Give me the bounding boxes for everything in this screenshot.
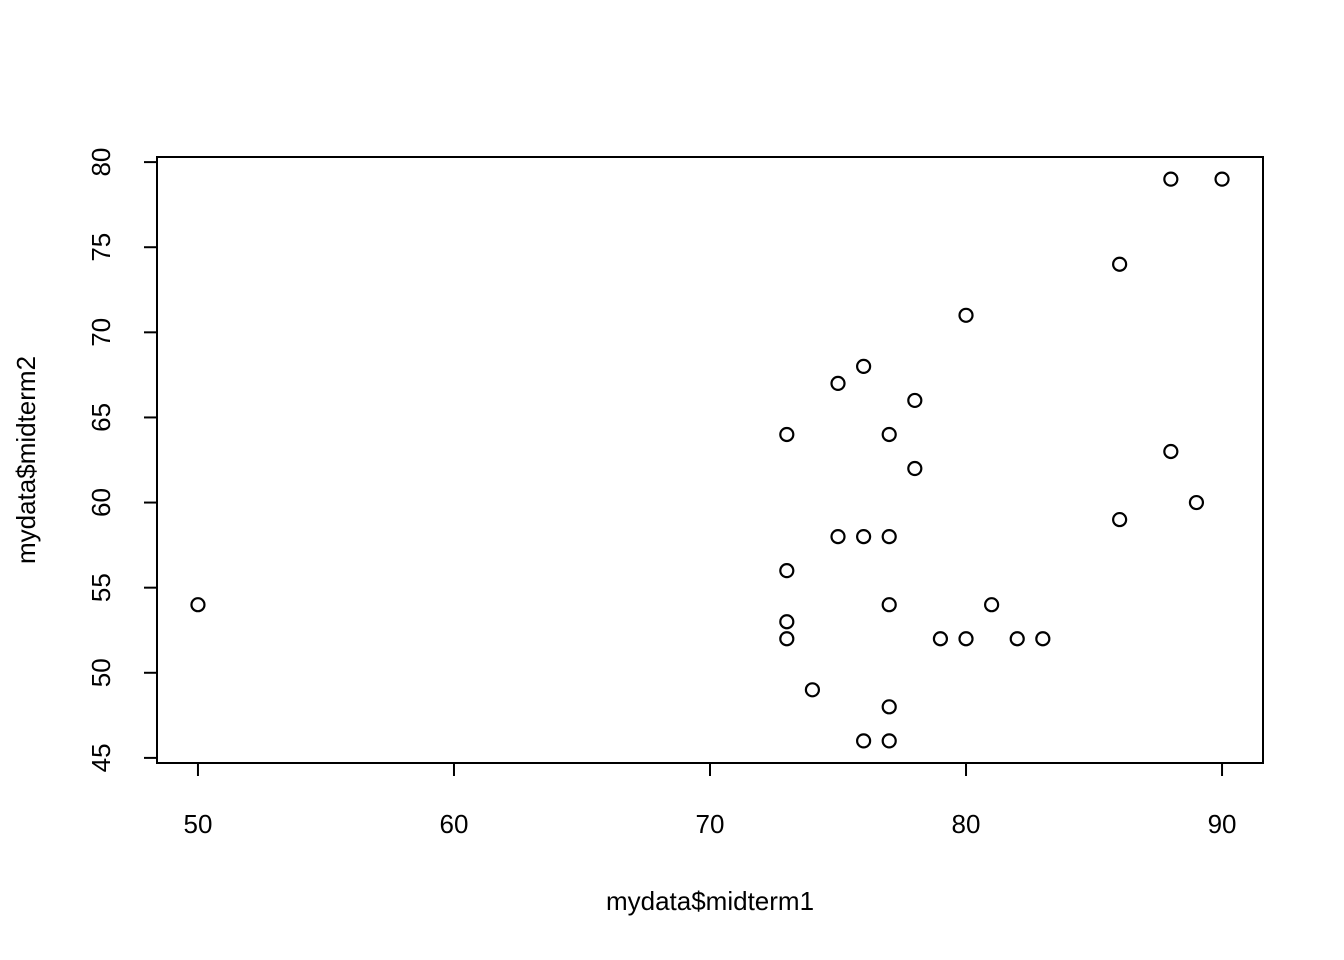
y-tick-label: 75 xyxy=(86,233,116,262)
data-point xyxy=(881,597,897,613)
data-point xyxy=(1163,171,1179,187)
data-point xyxy=(958,631,974,647)
x-axis-title: mydata$midterm1 xyxy=(606,886,814,916)
data-point xyxy=(804,682,821,698)
data-point xyxy=(907,460,923,477)
x-tick-label: 80 xyxy=(952,809,981,839)
data-points xyxy=(190,171,1230,749)
data-point xyxy=(881,426,897,443)
y-tick-label: 50 xyxy=(86,658,116,687)
data-point xyxy=(830,529,846,545)
data-point xyxy=(881,733,897,749)
y-axis-title: mydata$midterm2 xyxy=(11,356,41,564)
data-point xyxy=(881,699,897,715)
data-point xyxy=(958,307,974,323)
data-point xyxy=(856,529,872,545)
data-point xyxy=(907,392,923,409)
y-tick-label: 80 xyxy=(86,148,116,177)
data-point xyxy=(190,597,206,613)
plot-frame xyxy=(156,156,1264,764)
y-tick-label: 45 xyxy=(86,743,116,772)
data-point xyxy=(984,597,1000,613)
data-point xyxy=(932,631,949,647)
data-point xyxy=(856,733,872,749)
x-axis: 50 60 70 80 90 xyxy=(184,762,1237,839)
x-tick-label: 50 xyxy=(184,809,213,839)
data-point xyxy=(881,529,897,545)
y-tick-label: 60 xyxy=(86,488,116,517)
data-point xyxy=(779,631,795,647)
data-point xyxy=(779,614,795,630)
data-point xyxy=(1035,631,1051,647)
y-tick-label: 70 xyxy=(86,318,116,347)
x-tick-label: 60 xyxy=(440,809,469,839)
data-point xyxy=(1188,494,1205,511)
y-tick-label: 55 xyxy=(86,573,116,602)
data-point xyxy=(779,426,795,443)
data-point xyxy=(1009,631,1025,647)
y-tick-label: 65 xyxy=(86,403,116,432)
data-point xyxy=(1112,256,1128,272)
y-axis: 45 50 55 60 65 70 75 80 xyxy=(86,148,158,772)
data-point xyxy=(1163,443,1179,460)
data-point xyxy=(1214,171,1230,187)
data-point xyxy=(1112,511,1128,528)
data-point xyxy=(779,563,795,579)
x-tick-label: 70 xyxy=(696,809,725,839)
data-point xyxy=(856,358,872,374)
x-tick-label: 90 xyxy=(1208,809,1237,839)
data-point xyxy=(830,375,846,391)
